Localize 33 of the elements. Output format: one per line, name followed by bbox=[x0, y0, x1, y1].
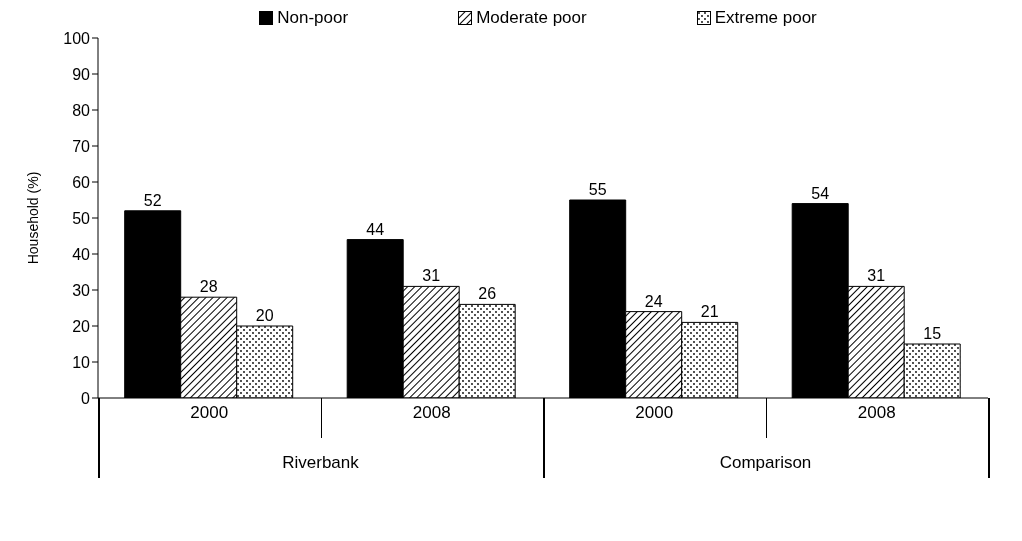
y-tick-label: 70 bbox=[72, 137, 91, 155]
legend-label: Moderate poor bbox=[476, 8, 587, 28]
x-tick-label: 2000 bbox=[190, 403, 229, 423]
data-label: 55 bbox=[588, 181, 607, 198]
data-label: 26 bbox=[478, 285, 497, 303]
legend-label: Non-poor bbox=[277, 8, 349, 28]
y-tick-label: 0 bbox=[81, 389, 91, 407]
data-label: 24 bbox=[644, 292, 663, 310]
data-label: 44 bbox=[366, 220, 385, 238]
text: Riverbank bbox=[282, 453, 359, 472]
y-tick-label: 80 bbox=[72, 101, 91, 119]
x-tick-label: 2008 bbox=[857, 403, 896, 423]
data-label: 15 bbox=[923, 325, 942, 342]
y-tick-label: 30 bbox=[72, 281, 91, 299]
text: Comparison bbox=[719, 453, 812, 472]
y-tick-label: 90 bbox=[72, 65, 91, 83]
data-label: 52 bbox=[143, 191, 162, 209]
y-tick-label: 100 bbox=[63, 29, 91, 47]
data-label: 31 bbox=[422, 267, 441, 285]
x-tick-label: 2000 bbox=[635, 403, 674, 423]
data-label: 21 bbox=[700, 303, 719, 321]
data-label: 20 bbox=[255, 307, 274, 324]
y-tick-label: 10 bbox=[72, 353, 91, 371]
y-tick-label: 40 bbox=[72, 245, 91, 263]
y-tick-label: 50 bbox=[72, 209, 91, 227]
legend-label: Extreme poor bbox=[714, 8, 817, 28]
data-label: 28 bbox=[199, 278, 218, 296]
data-label: 54 bbox=[811, 184, 830, 202]
y-axis-title: Household (%) bbox=[24, 171, 41, 265]
y-tick-label: 60 bbox=[72, 173, 91, 191]
y-tick-label: 20 bbox=[72, 317, 91, 335]
x-tick-label: 2008 bbox=[412, 403, 451, 423]
data-label: 31 bbox=[867, 267, 886, 285]
